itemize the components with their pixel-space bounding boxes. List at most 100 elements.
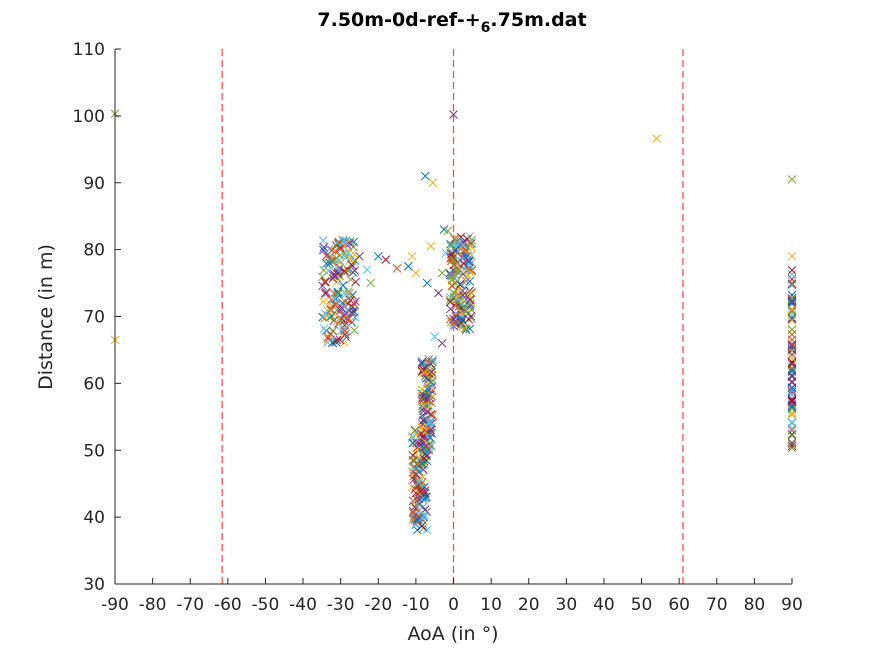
x-tick-label: 60 — [668, 595, 690, 615]
data-point — [443, 226, 453, 236]
data-point — [334, 256, 344, 265]
data-point — [418, 472, 428, 482]
data-point — [408, 456, 418, 465]
data-point — [346, 275, 355, 285]
data-point — [434, 288, 443, 298]
data-point — [404, 261, 413, 271]
x-tick-label: -40 — [289, 595, 317, 615]
data-point — [417, 385, 427, 394]
data-point — [345, 239, 355, 248]
x-axis-label: AoA (in °) — [407, 623, 498, 645]
data-point — [319, 243, 329, 252]
data-points — [110, 109, 797, 535]
data-point — [423, 407, 432, 417]
data-point — [456, 315, 466, 324]
y-tick-label: 40 — [83, 508, 105, 528]
data-point — [427, 422, 437, 431]
x-tick-label: 80 — [744, 595, 766, 615]
title-suffix: .75m.dat — [490, 9, 586, 31]
data-point — [330, 294, 340, 303]
data-point — [787, 386, 797, 396]
data-point — [321, 309, 330, 319]
y-tick-label: 50 — [83, 441, 105, 461]
y-tick-label: 60 — [83, 374, 105, 394]
data-point — [428, 410, 437, 420]
data-point — [410, 515, 420, 524]
data-point — [332, 289, 342, 299]
data-point — [467, 288, 477, 298]
data-point — [460, 245, 470, 255]
data-point — [787, 341, 797, 350]
data-point — [465, 301, 475, 311]
x-tick-label: -30 — [327, 595, 355, 615]
data-point — [787, 280, 797, 290]
data-point — [787, 270, 797, 279]
data-point — [329, 271, 339, 281]
data-point — [787, 443, 797, 453]
data-point — [351, 297, 360, 306]
data-point — [414, 477, 424, 487]
data-point — [335, 241, 344, 251]
data-point — [343, 266, 353, 276]
data-point — [430, 332, 440, 341]
data-point — [422, 278, 432, 288]
x-tick-label: -70 — [176, 595, 204, 615]
data-point — [425, 358, 435, 368]
data-point — [425, 417, 434, 426]
data-point — [787, 307, 797, 317]
x-tick-label: -20 — [364, 595, 392, 615]
data-point — [414, 467, 424, 476]
data-point — [787, 441, 797, 451]
y-tick-label: 80 — [83, 241, 105, 261]
data-point — [411, 500, 421, 510]
data-point — [340, 266, 349, 276]
x-tick-label: 40 — [593, 595, 615, 615]
data-point — [787, 296, 797, 306]
data-point — [420, 460, 429, 470]
data-point — [787, 298, 797, 308]
x-tick-label: -60 — [214, 595, 242, 615]
data-point — [340, 338, 349, 348]
data-point — [448, 254, 457, 264]
x-tick-label: 10 — [480, 595, 502, 615]
data-point — [787, 394, 797, 404]
data-point — [422, 438, 432, 448]
data-point — [336, 243, 346, 253]
data-point — [419, 512, 429, 521]
data-point — [344, 314, 354, 324]
data-point — [464, 257, 474, 267]
data-point — [421, 441, 431, 451]
data-point — [437, 338, 447, 348]
data-point — [652, 134, 661, 143]
data-point — [460, 323, 470, 333]
data-point — [417, 357, 427, 367]
data-point — [426, 241, 436, 251]
data-point — [408, 438, 418, 448]
data-point — [437, 268, 447, 278]
data-point — [335, 335, 345, 345]
data-point — [425, 418, 435, 428]
data-point — [787, 397, 797, 407]
chart-title: 7.50m-0d-ref-+6.75m.dat — [317, 9, 586, 36]
data-point — [321, 288, 330, 298]
data-point — [421, 374, 431, 383]
data-point — [410, 502, 420, 512]
data-point — [787, 353, 797, 363]
data-point — [355, 251, 364, 261]
data-point — [336, 258, 345, 268]
y-tick-label: 30 — [83, 575, 105, 595]
data-point — [420, 415, 430, 425]
data-point — [466, 298, 476, 308]
data-point — [417, 367, 427, 376]
data-point — [467, 235, 476, 245]
x-tick-label: 90 — [781, 595, 803, 615]
data-point — [787, 357, 797, 367]
data-point — [787, 277, 797, 287]
data-point — [461, 325, 471, 335]
data-point — [787, 315, 797, 325]
data-point — [451, 263, 461, 273]
data-point — [787, 325, 797, 335]
data-point — [351, 277, 360, 287]
data-point — [422, 492, 431, 502]
data-point — [408, 508, 418, 518]
